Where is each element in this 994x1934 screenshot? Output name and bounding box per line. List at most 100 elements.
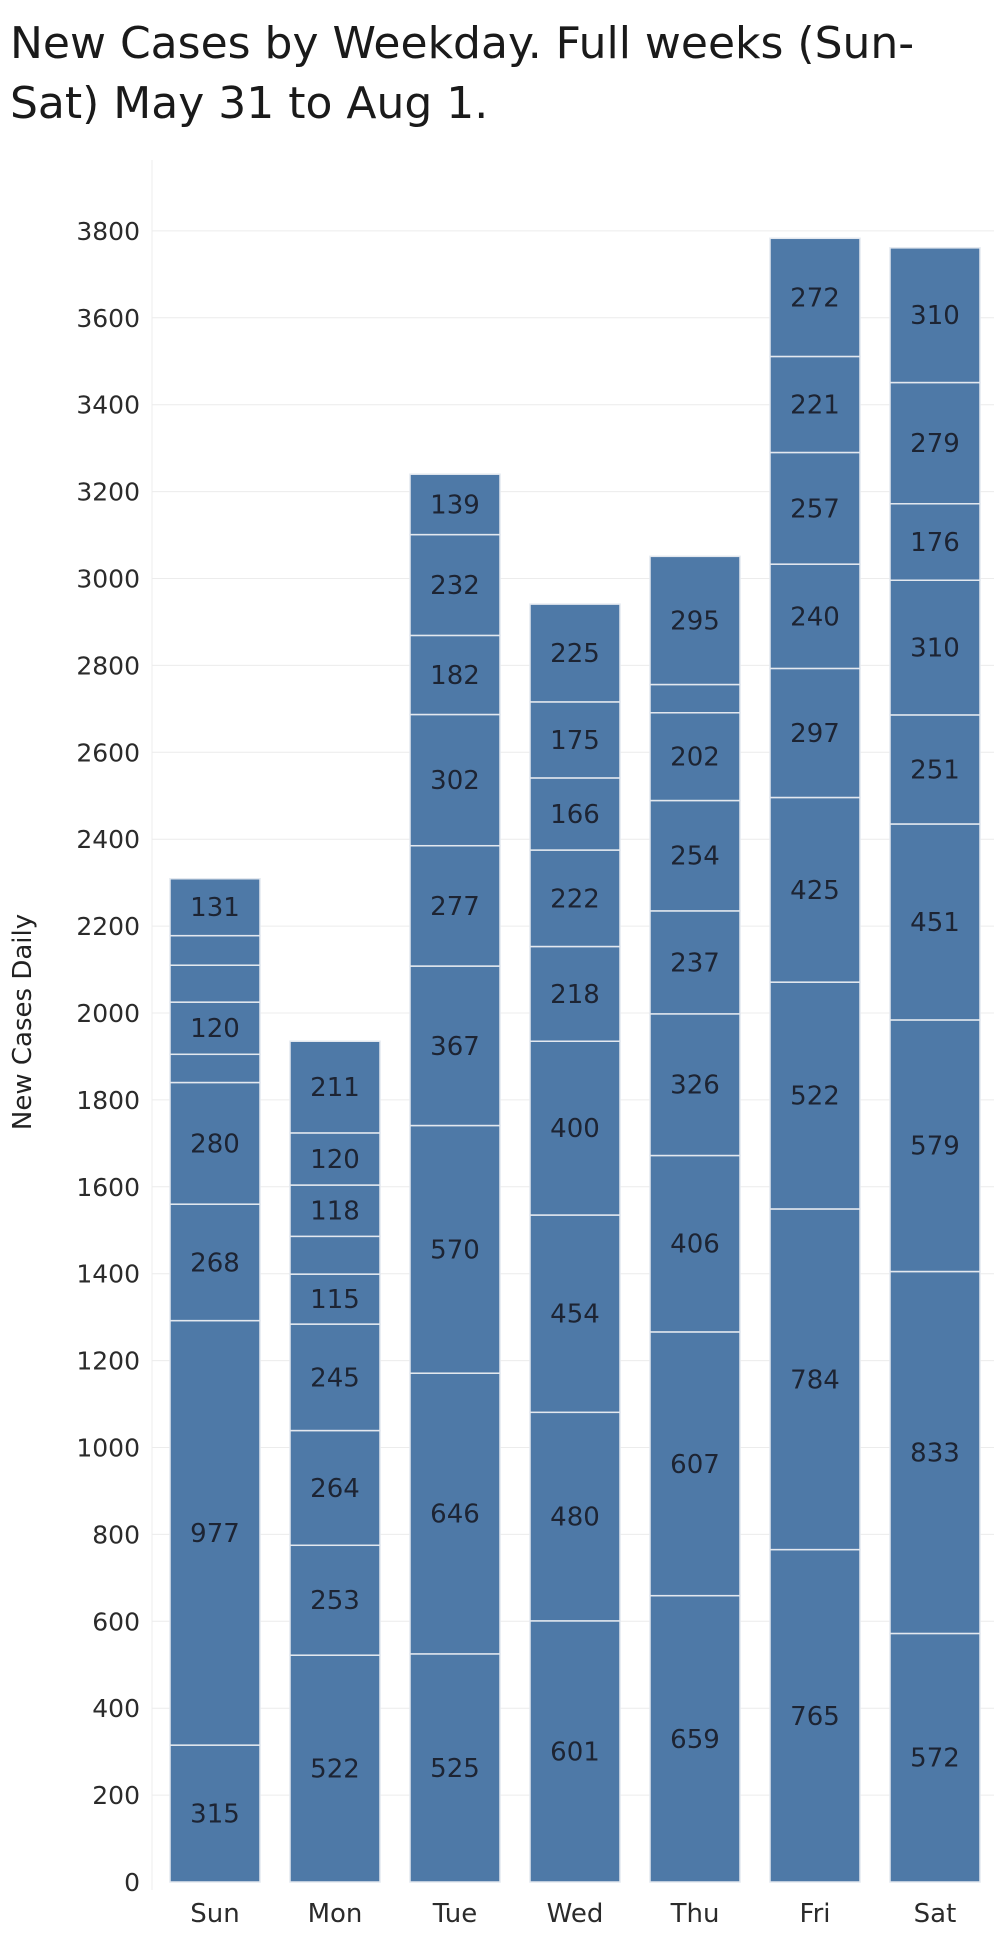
bar-segment (409, 965, 501, 1127)
bar-segment (409, 533, 501, 637)
data-label: 221 (790, 390, 840, 420)
x-tick-label: Wed (547, 1899, 604, 1929)
data-label: 280 (190, 1129, 240, 1159)
y-tick-label: 2400 (76, 825, 140, 854)
bar-segment (769, 563, 861, 670)
y-tick-label: 2800 (76, 651, 140, 680)
bar-segment (169, 1001, 261, 1056)
data-label: 176 (910, 528, 960, 558)
x-axis: Sun Mon Tue Wed Thu Fri Sat (190, 1899, 956, 1929)
bar-segment (169, 1203, 261, 1322)
bar-segment (769, 237, 861, 358)
bar-segment (169, 964, 261, 1003)
y-tick-label: 1800 (76, 1086, 140, 1115)
data-label: 272 (790, 283, 840, 313)
data-label: 257 (790, 494, 840, 524)
data-label: 222 (550, 884, 600, 914)
bar-segment (889, 714, 981, 825)
data-label: 833 (910, 1438, 960, 1468)
data-label: 607 (670, 1450, 720, 1480)
data-label: 784 (790, 1365, 840, 1395)
data-label: 218 (550, 980, 600, 1010)
bar-segment (889, 247, 981, 384)
bar-segment (649, 1331, 741, 1597)
x-tick-label: Sun (190, 1899, 239, 1929)
data-label: 522 (790, 1082, 840, 1112)
data-label: 451 (910, 908, 960, 938)
data-label: 254 (670, 842, 720, 872)
bar-segment (169, 1744, 261, 1883)
y-tick-label: 200 (92, 1781, 140, 1810)
data-label: 232 (430, 571, 480, 601)
y-tick-label: 800 (92, 1520, 140, 1549)
bar-segment (769, 981, 861, 1210)
y-tick-label: 400 (92, 1694, 140, 1723)
x-tick-label: Fri (800, 1899, 831, 1929)
y-tick-label: 2600 (76, 738, 140, 767)
data-label: 400 (550, 1114, 600, 1144)
bar-segment (169, 1053, 261, 1084)
bar-segment (769, 1208, 861, 1551)
y-tick-label: 1600 (76, 1173, 140, 1202)
bar-segment (529, 777, 621, 851)
data-label: 297 (790, 719, 840, 749)
bar-stack-sun: 315 977 268 280 120 131 (169, 877, 261, 1883)
data-label: 240 (790, 602, 840, 632)
bar-segment (409, 844, 501, 967)
bar-segment (409, 634, 501, 716)
bar-segment (889, 1270, 981, 1635)
y-tick-label: 3400 (76, 391, 140, 420)
data-label: 115 (310, 1285, 360, 1315)
bar-segment (529, 1040, 621, 1216)
data-label: 367 (430, 1032, 480, 1062)
data-label: 175 (550, 726, 600, 756)
data-label: 977 (190, 1519, 240, 1549)
bar-segment (409, 713, 501, 847)
bar-segment (649, 555, 741, 686)
bar-segment (769, 451, 861, 565)
bar-segment (529, 849, 621, 948)
data-label: 268 (190, 1248, 240, 1278)
data-label: 765 (790, 1702, 840, 1732)
y-tick-label: 2000 (76, 999, 140, 1028)
data-label: 525 (430, 1754, 480, 1784)
data-label: 139 (430, 490, 480, 520)
bar-segment (889, 1019, 981, 1273)
data-label: 579 (910, 1132, 960, 1162)
y-axis-title: New Cases Daily (8, 914, 38, 1130)
y-tick-label: 3200 (76, 478, 140, 507)
bar-segment (169, 1319, 261, 1746)
bar-stack-tue: 525 646 570 367 277 302 182 232 139 (409, 473, 501, 1883)
bar-segment (889, 579, 981, 716)
y-tick-label: 0 (124, 1868, 140, 1897)
y-tick-label: 1400 (76, 1260, 140, 1289)
data-label: 120 (310, 1145, 360, 1175)
bar-segment (889, 503, 981, 581)
bar-segment (289, 1429, 381, 1547)
bar-segment (529, 945, 621, 1042)
data-label: 253 (310, 1586, 360, 1616)
bar-segment (169, 877, 261, 937)
data-label: 225 (550, 639, 600, 669)
y-tick-label: 2200 (76, 912, 140, 941)
bar-segment (769, 796, 861, 983)
data-label: 118 (310, 1197, 360, 1227)
bar-segment (409, 1653, 501, 1883)
bar-segment (289, 1273, 381, 1325)
bar-segment (649, 1154, 741, 1333)
bar-segment (169, 934, 261, 966)
data-label: 480 (550, 1503, 600, 1533)
data-label: 166 (550, 800, 600, 830)
data-label: 211 (310, 1073, 360, 1103)
bar-segment (769, 355, 861, 454)
bar-stack-wed: 601 480 454 400 218 222 166 175 225 (529, 603, 621, 1883)
data-label: 295 (670, 606, 720, 636)
data-label: 237 (670, 948, 720, 978)
data-label: 120 (190, 1014, 240, 1044)
data-label: 302 (430, 766, 480, 796)
data-label: 264 (310, 1474, 360, 1504)
y-tick-label: 1200 (76, 1347, 140, 1376)
y-tick-label: 1000 (76, 1434, 140, 1463)
data-label: 425 (790, 876, 840, 906)
